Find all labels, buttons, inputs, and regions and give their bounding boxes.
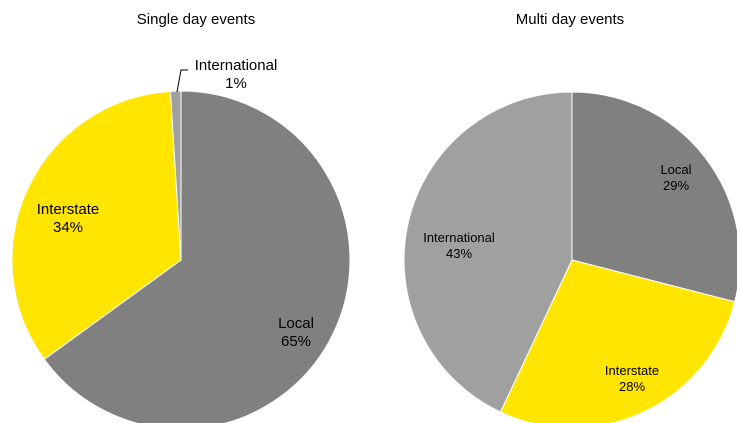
single-day-label-international: International: [195, 57, 278, 74]
single-day-slices: [11, 90, 351, 423]
single-day-label-interstate: Interstate: [37, 201, 100, 218]
single-day-slice-international: [169, 90, 182, 261]
multi-day-slice-international: [403, 91, 573, 413]
multi-day-value-interstate: 28%: [619, 379, 645, 394]
single-day-slice-interstate: [11, 90, 182, 361]
multi-day-label-interstate: Interstate: [605, 363, 659, 378]
multi-day-value-international: 43%: [446, 246, 472, 261]
single-day-slice-local: [43, 90, 351, 423]
single-day-value-international: 1%: [225, 75, 247, 92]
single-day-leader-international: [176, 69, 188, 93]
multi-day-slice-local: [571, 91, 737, 303]
multi-day-chart-title: Multi day events: [516, 11, 624, 28]
single-day-label-local: Local: [278, 315, 314, 332]
multi-day-value-local: 29%: [663, 178, 689, 193]
multi-day-label-local: Local: [660, 162, 691, 177]
single-day-value-interstate: 34%: [53, 219, 83, 236]
multi-day-slices: [403, 91, 737, 423]
multi-day-slice-interstate: [499, 259, 736, 423]
single-day-value-local: 65%: [281, 333, 311, 350]
single-day-chart-title: Single day events: [137, 11, 255, 28]
multi-day-label-international: International: [423, 230, 495, 245]
